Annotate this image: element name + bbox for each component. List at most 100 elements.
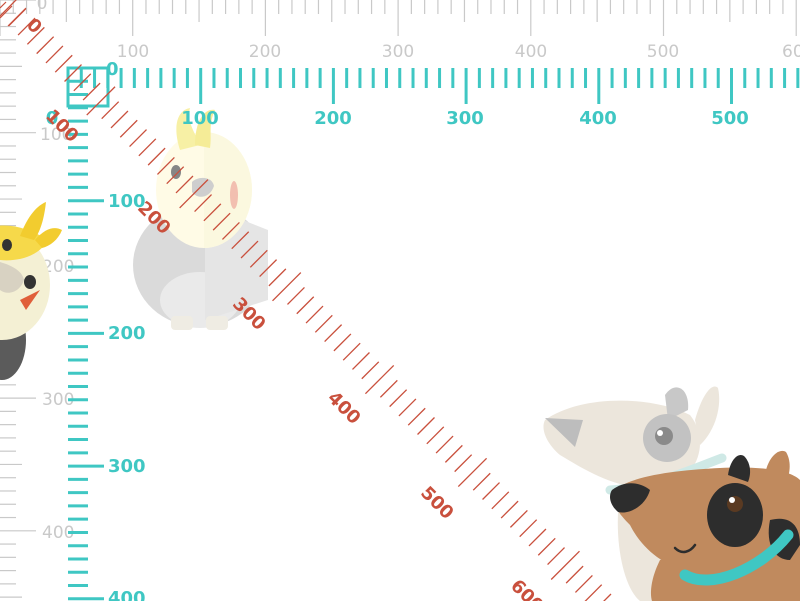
teal-label-v-200: 200	[108, 323, 146, 344]
red-tick	[547, 547, 565, 565]
red-tick	[574, 574, 593, 593]
red-tick	[407, 407, 426, 426]
gray-label-h-300: 300	[382, 42, 414, 62]
red-tick	[129, 129, 147, 147]
red-tick	[287, 287, 305, 305]
teal-label-h-500: 500	[711, 108, 749, 129]
teal-ruler[interactable]: 0 100 200 300 400 500 0 100 200 300 400	[46, 59, 800, 601]
red-tick	[54, 54, 73, 73]
red-tick	[342, 342, 361, 361]
teal-label-h-0: 0	[106, 59, 119, 80]
red-tick	[324, 324, 343, 343]
red-tick	[110, 110, 129, 129]
gray-label-h-200: 200	[249, 42, 281, 62]
teal-label-h-300: 300	[446, 108, 484, 129]
red-tick	[221, 221, 240, 240]
red-tick	[417, 417, 435, 435]
teal-label-v-300: 300	[108, 456, 146, 477]
red-tick	[296, 296, 315, 315]
red-tick	[500, 500, 519, 519]
teal-label-h-100: 100	[181, 108, 219, 129]
gray-label-h-600: 600	[782, 42, 800, 62]
gray-label-v-400: 400	[42, 523, 74, 543]
red-tick	[550, 550, 580, 580]
red-tick	[584, 584, 603, 601]
red-tick	[231, 231, 250, 250]
red-tick	[454, 454, 473, 473]
gray-label-v-100: 100	[40, 125, 72, 145]
red-tick	[147, 147, 166, 166]
red-tick	[194, 194, 213, 213]
red-label-0: 0	[22, 14, 46, 38]
red-tick	[101, 101, 120, 120]
teal-label-h-400: 400	[579, 108, 617, 129]
red-tick	[45, 45, 64, 64]
red-tick	[156, 156, 175, 175]
red-tick	[36, 36, 55, 55]
red-tick	[565, 565, 584, 584]
red-tick	[119, 119, 138, 138]
red-tick	[491, 491, 510, 510]
red-tick	[268, 268, 287, 287]
red-tick	[86, 86, 116, 116]
red-label-600: 600	[506, 575, 547, 601]
red-label-500: 500	[416, 482, 457, 523]
red-tick	[203, 203, 222, 222]
gray-label-v-200: 200	[42, 257, 74, 277]
bull-terrier-illustration	[610, 450, 800, 601]
red-tick	[364, 364, 395, 395]
red-label-400: 400	[323, 387, 364, 428]
red-tick	[361, 361, 380, 380]
red-tick	[352, 352, 370, 370]
red-tick	[73, 73, 92, 92]
red-tick	[457, 457, 488, 488]
teal-label-v-100: 100	[108, 191, 146, 212]
red-tick	[82, 82, 101, 101]
red-ruler-ticks	[0, 0, 612, 601]
red-tick	[138, 138, 157, 157]
red-tick	[537, 537, 556, 556]
red-tick	[240, 240, 259, 259]
red-tick	[519, 519, 538, 538]
gray-label-v-300: 300	[42, 390, 74, 410]
gray-ruler-horizontal-ticks	[0, 0, 797, 36]
gray-label-h-100: 100	[117, 42, 149, 62]
red-tick	[175, 175, 194, 194]
red-tick	[249, 249, 268, 268]
red-tick	[509, 509, 528, 528]
teal-ruler-vertical-ticks	[68, 66, 104, 601]
teal-label-v-0: 0	[46, 108, 59, 129]
red-tick	[64, 64, 82, 82]
red-tick	[389, 389, 408, 408]
red-tick	[17, 17, 36, 36]
red-tick	[603, 593, 612, 601]
red-tick	[528, 528, 547, 547]
red-tick	[166, 166, 185, 185]
red-tick	[259, 259, 278, 278]
gray-label-h-400: 400	[515, 42, 547, 62]
red-tick	[314, 314, 333, 333]
red-tick	[435, 435, 454, 454]
gray-label-h-0: 0	[37, 0, 48, 14]
red-ruler-corner	[0, 1, 27, 27]
red-tick	[444, 444, 463, 463]
faded-cockatiel-illustration	[133, 108, 268, 330]
red-tick	[333, 333, 352, 352]
red-tick	[398, 398, 417, 417]
red-tick	[26, 26, 45, 45]
red-tick	[426, 426, 445, 445]
red-tick	[472, 472, 491, 491]
red-tick	[482, 482, 500, 500]
teal-ruler-horizontal-ticks	[66, 68, 800, 104]
red-tick	[305, 305, 324, 324]
red-tick	[0, 0, 17, 17]
red-tick	[179, 179, 209, 209]
teal-ruler-origin-corner	[66, 66, 110, 108]
red-tick	[379, 379, 398, 398]
teal-label-v-400: 400	[108, 588, 146, 601]
